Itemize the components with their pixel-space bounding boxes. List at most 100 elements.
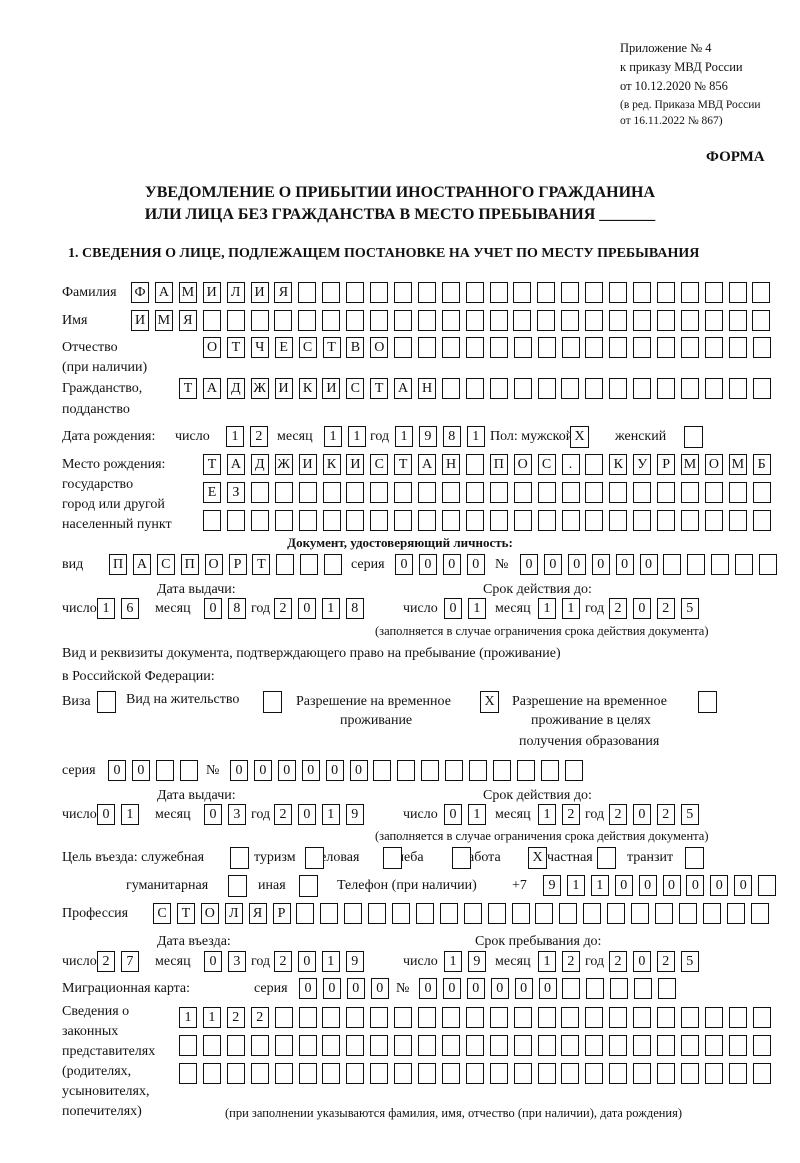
representatives-cell[interactable] bbox=[537, 1035, 556, 1056]
surname-cell[interactable] bbox=[609, 282, 627, 303]
purpose-other-checkbox[interactable] bbox=[299, 875, 318, 897]
birthplace-cell[interactable] bbox=[226, 510, 245, 531]
month-cell[interactable]: 3 bbox=[227, 804, 246, 825]
representatives-cell[interactable] bbox=[394, 1007, 413, 1028]
migration-number-cell[interactable] bbox=[562, 978, 581, 999]
representatives-cell[interactable] bbox=[465, 1063, 484, 1084]
surname-cell[interactable] bbox=[752, 282, 771, 303]
name-cell[interactable] bbox=[585, 310, 604, 331]
purpose-work-checkbox[interactable]: X bbox=[528, 847, 547, 869]
birthplace-cell[interactable] bbox=[370, 482, 389, 503]
representatives-cell[interactable] bbox=[704, 1063, 723, 1084]
representatives-cell[interactable] bbox=[513, 1035, 532, 1056]
profession-cell[interactable] bbox=[678, 903, 697, 924]
patronymic-cell[interactable] bbox=[681, 337, 699, 358]
sex-female-checkbox[interactable] bbox=[684, 426, 703, 448]
profession-cell[interactable] bbox=[463, 903, 482, 924]
profession-cell[interactable] bbox=[392, 903, 410, 924]
birthplace-cell[interactable] bbox=[537, 482, 556, 503]
patronymic-cell[interactable] bbox=[728, 337, 747, 358]
citizenship-cell[interactable] bbox=[561, 378, 580, 399]
month-cell[interactable]: 0 bbox=[204, 804, 222, 825]
birthplace-cell[interactable] bbox=[585, 510, 604, 531]
name-cell[interactable] bbox=[728, 310, 747, 331]
stay-number-cell[interactable] bbox=[445, 760, 464, 781]
stay-number-cell[interactable]: 0 bbox=[349, 760, 368, 781]
profession-cell[interactable]: С bbox=[153, 903, 171, 924]
representatives-cell[interactable] bbox=[728, 1063, 747, 1084]
citizenship-cell[interactable] bbox=[657, 378, 675, 399]
birthplace-cell[interactable]: О bbox=[704, 454, 723, 475]
name-cell[interactable] bbox=[393, 310, 412, 331]
representatives-cell[interactable] bbox=[370, 1035, 389, 1056]
birthplace-cell[interactable]: Р bbox=[657, 454, 676, 475]
surname-cell[interactable]: М bbox=[178, 282, 197, 303]
patronymic-cell[interactable] bbox=[609, 337, 628, 358]
representatives-cell[interactable] bbox=[561, 1035, 580, 1056]
representatives-cell[interactable] bbox=[274, 1007, 293, 1028]
phone-cell[interactable]: 0 bbox=[710, 875, 729, 896]
representatives-cell[interactable] bbox=[465, 1007, 484, 1028]
birthplace-cell[interactable] bbox=[704, 510, 723, 531]
migration-number-cell[interactable]: 0 bbox=[538, 978, 557, 999]
day-cell[interactable]: 2 bbox=[97, 951, 115, 972]
name-cell[interactable] bbox=[274, 310, 293, 331]
representatives-cell[interactable] bbox=[370, 1063, 389, 1084]
stay-number-cell[interactable]: 0 bbox=[253, 760, 272, 781]
profession-cell[interactable]: О bbox=[200, 903, 219, 924]
representatives-cell[interactable] bbox=[728, 1007, 747, 1028]
profession-cell[interactable] bbox=[726, 903, 745, 924]
day-cell[interactable]: 6 bbox=[120, 598, 139, 619]
birthplace-cell[interactable] bbox=[489, 482, 508, 503]
year-cell[interactable]: 0 bbox=[297, 951, 316, 972]
name-cell[interactable]: И bbox=[131, 310, 149, 331]
surname-cell[interactable] bbox=[537, 282, 556, 303]
stay-number-cell[interactable] bbox=[469, 760, 487, 781]
birthplace-cell[interactable] bbox=[442, 510, 460, 531]
surname-cell[interactable] bbox=[370, 282, 388, 303]
doc-type-cell[interactable]: О bbox=[204, 554, 223, 575]
citizenship-cell[interactable] bbox=[441, 378, 460, 399]
name-cell[interactable] bbox=[370, 310, 388, 331]
year-cell[interactable]: 9 bbox=[345, 951, 364, 972]
representatives-cell[interactable] bbox=[202, 1035, 221, 1056]
birthplace-cell[interactable]: З bbox=[226, 482, 245, 503]
birthplace-cell[interactable]: Ж bbox=[274, 454, 293, 475]
representatives-cell[interactable] bbox=[609, 1007, 628, 1028]
representatives-cell[interactable] bbox=[250, 1035, 269, 1056]
purpose-private-checkbox[interactable] bbox=[597, 847, 616, 869]
year-cell[interactable]: 0 bbox=[632, 951, 651, 972]
month-cell[interactable]: 1 bbox=[538, 951, 556, 972]
representatives-cell[interactable] bbox=[657, 1063, 675, 1084]
representatives-cell[interactable] bbox=[346, 1035, 365, 1056]
birth-year-cell[interactable]: 1 bbox=[395, 426, 413, 447]
birthplace-cell[interactable] bbox=[657, 510, 676, 531]
patronymic-cell[interactable] bbox=[752, 337, 771, 358]
birthplace-cell[interactable] bbox=[465, 510, 484, 531]
surname-cell[interactable] bbox=[656, 282, 675, 303]
patronymic-cell[interactable] bbox=[513, 337, 532, 358]
birthplace-cell[interactable] bbox=[465, 482, 484, 503]
month-cell[interactable]: 1 bbox=[538, 804, 556, 825]
representatives-cell[interactable] bbox=[418, 1035, 436, 1056]
year-cell[interactable]: 1 bbox=[321, 598, 340, 619]
migration-series-cell[interactable]: 0 bbox=[322, 978, 341, 999]
citizenship-cell[interactable]: Н bbox=[418, 378, 436, 399]
migration-number-cell[interactable]: 0 bbox=[442, 978, 461, 999]
doc-number-cell[interactable] bbox=[711, 554, 730, 575]
stay-number-cell[interactable] bbox=[492, 760, 511, 781]
birthplace-cell[interactable] bbox=[298, 482, 317, 503]
year-cell[interactable]: 8 bbox=[345, 598, 364, 619]
birthplace-cell[interactable] bbox=[561, 510, 580, 531]
surname-cell[interactable]: И bbox=[250, 282, 269, 303]
patronymic-cell[interactable] bbox=[489, 337, 508, 358]
migration-number-cell[interactable] bbox=[658, 978, 676, 999]
name-cell[interactable] bbox=[441, 310, 460, 331]
birthplace-cell[interactable]: Н bbox=[442, 454, 460, 475]
representatives-cell[interactable] bbox=[179, 1035, 197, 1056]
representatives-cell[interactable] bbox=[513, 1063, 532, 1084]
doc-number-cell[interactable]: 0 bbox=[567, 554, 586, 575]
surname-cell[interactable] bbox=[680, 282, 699, 303]
name-cell[interactable] bbox=[465, 310, 484, 331]
migration-number-cell[interactable]: 0 bbox=[466, 978, 485, 999]
